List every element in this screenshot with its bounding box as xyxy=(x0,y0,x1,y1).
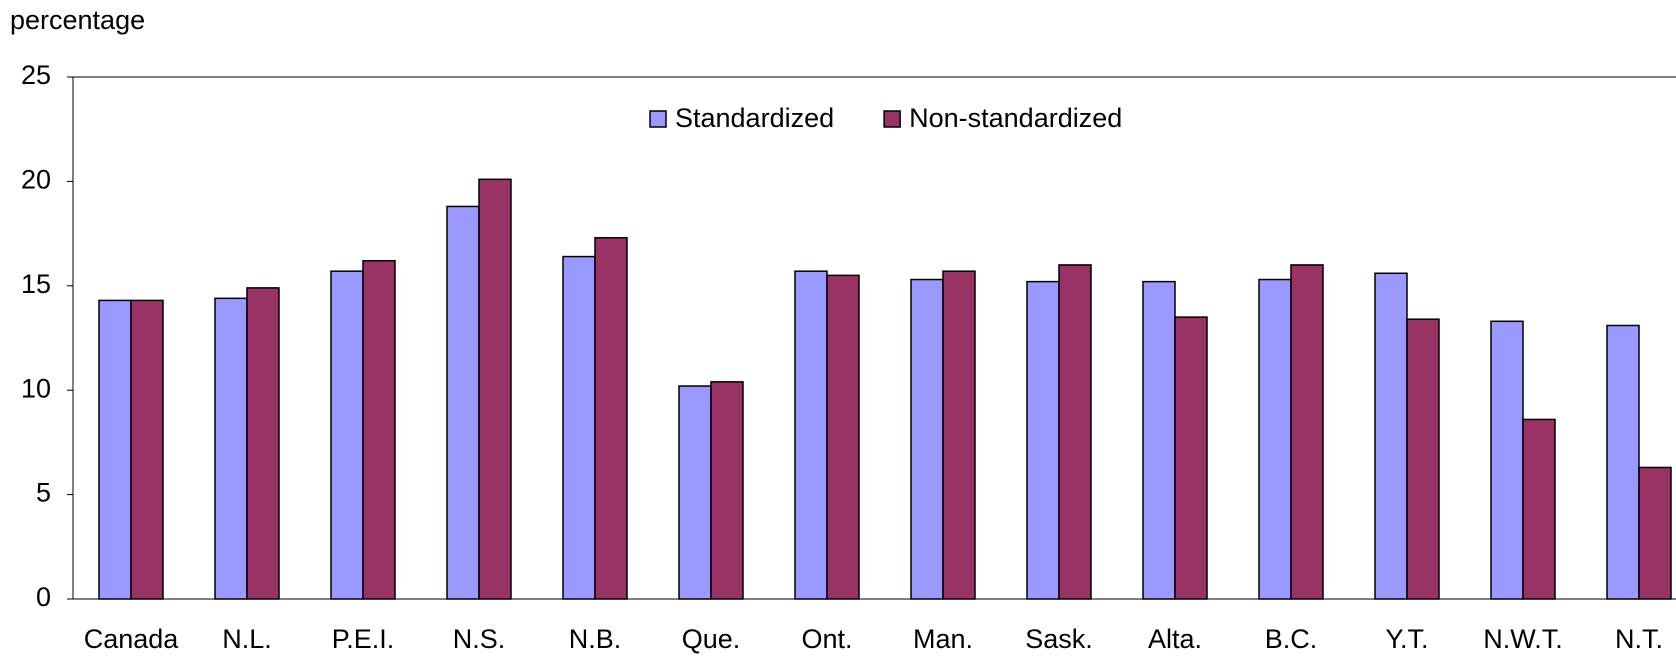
bar xyxy=(1374,272,1408,600)
bar xyxy=(594,237,628,600)
bar xyxy=(478,178,512,600)
bar xyxy=(1174,316,1208,600)
bar xyxy=(1142,280,1176,600)
bar xyxy=(130,299,164,600)
legend-swatch xyxy=(883,110,901,128)
bar xyxy=(1606,324,1640,600)
bar xyxy=(1490,320,1524,600)
legend-label: Non-standardized xyxy=(909,103,1122,133)
legend-label: Standardized xyxy=(675,103,834,133)
legend-swatch xyxy=(649,110,667,128)
bar xyxy=(562,255,596,600)
x-tick-label: B.C. xyxy=(1265,624,1318,654)
y-tick-label: 10 xyxy=(21,373,51,403)
x-tick-label: Man. xyxy=(913,624,973,654)
plot-area xyxy=(72,76,1676,600)
bar xyxy=(710,381,744,600)
x-tick-label: N.L. xyxy=(222,624,272,654)
bar xyxy=(1638,466,1672,600)
bar xyxy=(246,287,280,600)
x-tick-label: Sask. xyxy=(1025,624,1093,654)
bar xyxy=(1258,278,1292,600)
bar xyxy=(1290,264,1324,600)
x-tick-label: Ont. xyxy=(801,624,852,654)
bar xyxy=(1406,318,1440,600)
bar xyxy=(1522,418,1556,600)
bar xyxy=(98,299,132,600)
y-tick-label: 20 xyxy=(21,165,51,195)
x-tick-label: Canada xyxy=(84,624,180,654)
bar xyxy=(826,274,860,600)
x-tick-label: N.W.T. xyxy=(1483,624,1563,654)
y-tick-label: 25 xyxy=(21,60,51,90)
bar xyxy=(678,385,712,600)
x-tick-label: N.B. xyxy=(569,624,622,654)
bar xyxy=(794,270,828,600)
bar xyxy=(214,297,248,600)
bar xyxy=(446,205,480,600)
y-tick-label: 5 xyxy=(36,478,51,508)
x-tick-label: N.T. xyxy=(1615,624,1663,654)
bar xyxy=(362,259,396,600)
x-tick-label: P.E.I. xyxy=(332,624,395,654)
x-tick-label: Que. xyxy=(682,624,741,654)
y-tick-label: 15 xyxy=(21,269,51,299)
bar xyxy=(942,270,976,600)
bar xyxy=(910,278,944,600)
x-tick-label: N.S. xyxy=(453,624,506,654)
y-tick-label: 0 xyxy=(36,582,51,612)
bar xyxy=(330,270,364,600)
bar xyxy=(1026,280,1060,600)
bar xyxy=(1058,264,1092,600)
y-axis-label: percentage xyxy=(10,5,145,35)
x-tick-label: Alta. xyxy=(1148,624,1202,654)
x-tick-label: Y.T. xyxy=(1385,624,1428,654)
